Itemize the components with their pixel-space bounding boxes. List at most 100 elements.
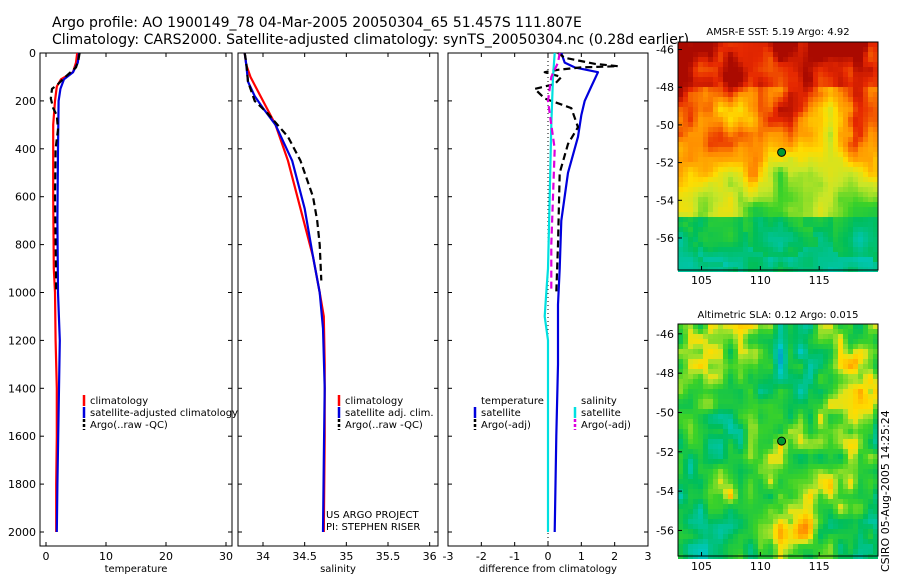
map-cell (693, 172, 698, 177)
map-cell (833, 414, 838, 419)
map-cell (838, 167, 843, 172)
map-cell (818, 137, 823, 142)
map-cell (773, 499, 778, 504)
map-cell (718, 207, 723, 212)
map-cell (808, 439, 813, 444)
map-cell (738, 539, 743, 544)
map-cell (738, 162, 743, 167)
map-cell (853, 117, 858, 122)
map-cell (858, 534, 863, 539)
map-cell (688, 127, 693, 132)
map-cell (823, 217, 828, 222)
map-cell (778, 232, 783, 237)
map-cell (853, 524, 858, 529)
map-cell (723, 192, 728, 197)
map-cell (823, 72, 828, 77)
map-cell (708, 549, 713, 554)
map-cell (728, 394, 733, 399)
map-cell (703, 52, 708, 57)
map-cell (833, 509, 838, 514)
map-cell (698, 409, 703, 414)
map-cell (813, 117, 818, 122)
map-cell (848, 409, 853, 414)
map-cell (683, 544, 688, 549)
map-cell (768, 137, 773, 142)
map-cell (788, 232, 793, 237)
map-cell (823, 419, 828, 424)
map-cell (728, 549, 733, 554)
map-cell (863, 122, 868, 127)
map-cell (823, 42, 828, 47)
map-cell (708, 464, 713, 469)
map-cell (803, 137, 808, 142)
map-cell (838, 514, 843, 519)
y-tick-label: -50 (656, 406, 674, 419)
map-cell (773, 127, 778, 132)
map-cell (833, 494, 838, 499)
map-cell (773, 399, 778, 404)
map-cell (843, 374, 848, 379)
map-cell (778, 102, 783, 107)
map-cell (763, 247, 768, 252)
map-cell (873, 92, 878, 97)
map-cell (723, 47, 728, 52)
map-cell (718, 424, 723, 429)
map-cell (683, 147, 688, 152)
map-cell (858, 504, 863, 509)
map-cell (858, 112, 863, 117)
map-cell (818, 252, 823, 257)
map-cell (773, 122, 778, 127)
map-cell (703, 152, 708, 157)
map-cell (833, 544, 838, 549)
map-cell (858, 227, 863, 232)
map-cell (843, 394, 848, 399)
map-cell (798, 334, 803, 339)
map-cell (838, 92, 843, 97)
x-tick-label: -2 (476, 550, 487, 563)
map-cell (773, 489, 778, 494)
map-cell (793, 529, 798, 534)
map-cell (698, 449, 703, 454)
map-cell (748, 122, 753, 127)
map-cell (853, 57, 858, 62)
map-cell (728, 142, 733, 147)
map-cell (753, 162, 758, 167)
map-cell (733, 177, 738, 182)
map-cell (713, 489, 718, 494)
map-cell (778, 72, 783, 77)
map-cell (788, 489, 793, 494)
map-cell (828, 474, 833, 479)
map-cell (703, 42, 708, 47)
map-cell (793, 202, 798, 207)
map-cell (713, 72, 718, 77)
map-cell (773, 539, 778, 544)
map-cell (738, 107, 743, 112)
map-cell (723, 162, 728, 167)
map-cell (838, 464, 843, 469)
map-cell (753, 349, 758, 354)
map-cell (823, 514, 828, 519)
map-cell (683, 364, 688, 369)
x-tick-label: 34.5 (292, 550, 317, 563)
map-cell (763, 47, 768, 52)
map-cell (718, 247, 723, 252)
map-cell (768, 252, 773, 257)
map-cell (853, 177, 858, 182)
map-cell (798, 187, 803, 192)
map-cell (713, 232, 718, 237)
map-cell (683, 384, 688, 389)
map-title: AMSR-E SST: 5.19 Argo: 4.92 (706, 27, 849, 38)
map-cell (708, 419, 713, 424)
map-cell (778, 42, 783, 47)
map-cell (678, 202, 683, 207)
map-cell (713, 369, 718, 374)
map-cell (853, 237, 858, 242)
map-cell (848, 334, 853, 339)
map-cell (858, 374, 863, 379)
map-cell (773, 212, 778, 217)
map-cell (843, 62, 848, 67)
map-cell (868, 252, 873, 257)
map-cell (788, 529, 793, 534)
map-cell (848, 112, 853, 117)
map-cell (773, 374, 778, 379)
